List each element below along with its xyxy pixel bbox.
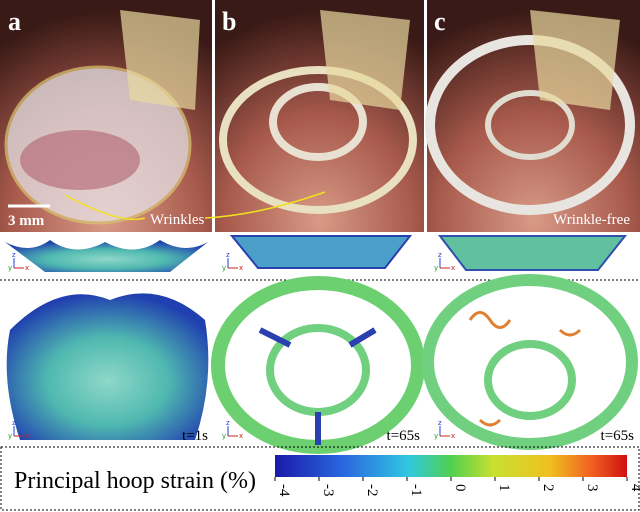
photo-c [425, 0, 640, 232]
colorbar-tick-label: 1 [496, 484, 512, 492]
scale-label: 3 mm [8, 213, 45, 229]
triad-label: x [25, 432, 29, 440]
side-view-c [437, 235, 628, 271]
triad-label: x [239, 432, 243, 440]
triad-label: z [226, 251, 230, 259]
time-label: t=65s [601, 428, 635, 444]
triad-label: z [12, 251, 16, 259]
panel-letter: a [8, 7, 21, 36]
side-view-b [229, 235, 413, 269]
triad-label: y [8, 432, 12, 440]
triad-label: y [434, 432, 438, 440]
triad-label: y [222, 264, 226, 272]
panel-letter: b [222, 7, 236, 36]
photo-a [0, 0, 212, 232]
triad-label: x [451, 432, 455, 440]
panel-letter: c [434, 7, 446, 36]
colorbar-tick-label: -3 [320, 484, 336, 497]
time-label: t=65s [387, 428, 421, 444]
photo-b [215, 0, 424, 232]
top-view-c [422, 274, 638, 450]
colorbar-tick-label: -4 [276, 484, 292, 497]
colorbar-tick-label: -2 [364, 484, 380, 497]
triad-label: x [239, 264, 243, 272]
triad-label: z [438, 419, 442, 427]
colorbar [275, 455, 627, 477]
colorbar-tick-label: 4 [628, 484, 640, 492]
top-view-a [6, 293, 209, 440]
colorbar-tick-label: 0 [452, 484, 468, 492]
triad-label: z [226, 419, 230, 427]
pointer [64, 191, 326, 221]
legend-box [0, 446, 640, 511]
colorbar-tick-label: 3 [584, 484, 600, 492]
triad-label: z [438, 251, 442, 259]
annotation: Wrinkle-free [553, 212, 630, 228]
triad-label: y [8, 264, 12, 272]
annotation: Wrinkles [150, 212, 205, 228]
triad-label: z [12, 419, 16, 427]
side-view-a [5, 240, 208, 272]
triad-label: y [434, 264, 438, 272]
triad-label: x [25, 264, 29, 272]
colorbar-tick-label: 2 [540, 484, 556, 492]
time-label: t=1s [182, 428, 208, 444]
colorbar-tick-label: -1 [408, 484, 424, 497]
colorbar-label: Principal hoop strain (%) [14, 468, 256, 494]
triad-label: x [451, 264, 455, 272]
top-view-b [211, 276, 425, 454]
triad-label: y [222, 432, 226, 440]
